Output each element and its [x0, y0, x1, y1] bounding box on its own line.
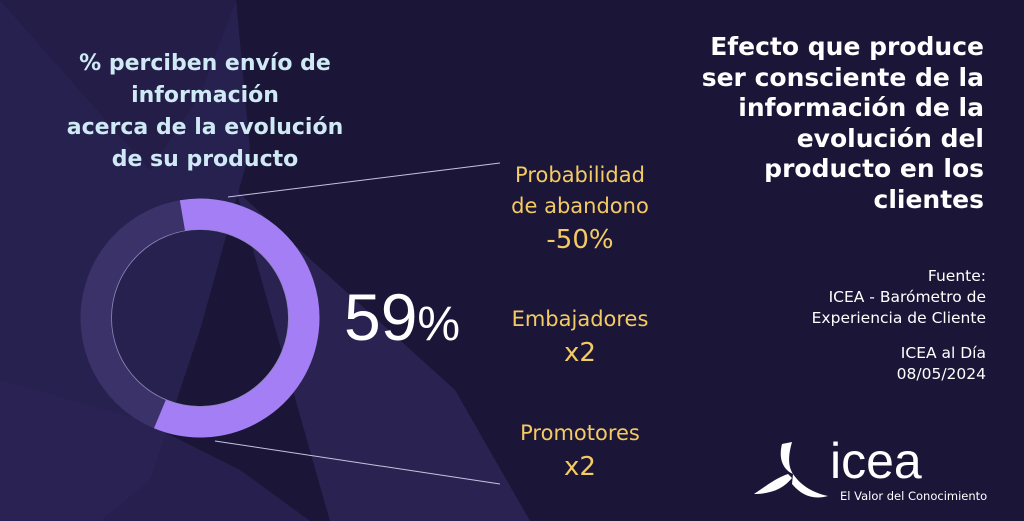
leader-line-bottom	[214, 440, 501, 485]
publication-line: ICEA al Día	[900, 344, 986, 362]
donut-center-value: 59%	[344, 279, 460, 363]
donut-title-line: información	[131, 83, 279, 108]
stat-abandono: Probabilidad de abandono -50%	[480, 160, 680, 258]
publication-line: 08/05/2024	[896, 365, 986, 383]
headline: Efecto que produce ser consciente de la …	[612, 32, 984, 215]
headline-line: producto en los	[764, 154, 984, 183]
donut-title-line: % perciben envío de	[79, 51, 331, 76]
headline-line: Efecto que produce	[710, 32, 984, 61]
donut-slice-rest	[80, 200, 186, 429]
icea-logo: icea El Valor del Conocimiento	[748, 432, 998, 512]
logo-tagline: El Valor del Conocimiento	[840, 489, 988, 503]
stat-label: Probabilidad	[515, 163, 645, 187]
stat-promotores: Promotores x2	[480, 418, 680, 485]
stat-value: x2	[564, 338, 596, 368]
stat-embajadores: Embajadores x2	[480, 304, 680, 371]
donut-slice-yes	[153, 198, 320, 438]
center-number: 59	[344, 280, 418, 354]
stat-value: -50%	[546, 225, 614, 255]
logo-wordmark: icea	[830, 433, 922, 489]
donut-title-line: de su producto	[111, 147, 299, 172]
donut-title: % perciben envío de información acerca d…	[40, 48, 370, 176]
headline-line: ser consciente de la	[701, 62, 984, 92]
source-line: ICEA - Barómetro de	[828, 288, 986, 306]
stat-value: x2	[564, 452, 596, 482]
center-unit: %	[417, 298, 461, 351]
stat-label: Embajadores	[511, 307, 649, 331]
headline-line: clientes	[873, 184, 985, 214]
headline-line: información de la	[738, 93, 984, 122]
source-block: Fuente: ICEA - Barómetro de Experiencia …	[740, 266, 986, 385]
leader-line-top	[227, 162, 501, 198]
donut-inner-edge	[111, 229, 289, 407]
icea-propeller-icon	[754, 442, 828, 498]
headline-line: evolución del	[796, 123, 984, 153]
donut-title-line: acerca de la evolución	[66, 115, 344, 140]
source-line: Experiencia de Cliente	[811, 309, 986, 327]
stat-label: de abandono	[511, 194, 649, 218]
source-line: Fuente:	[927, 267, 986, 285]
stat-label: Promotores	[520, 421, 640, 445]
